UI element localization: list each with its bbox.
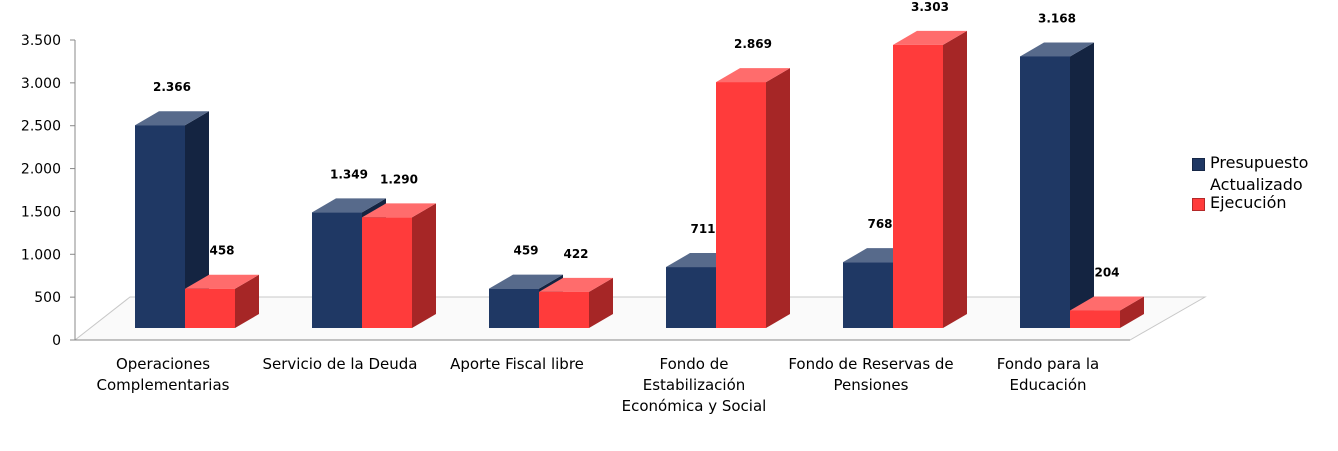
y-tick-label: 2.000 — [21, 162, 61, 178]
bar-front — [312, 212, 362, 328]
y-tick-label: 1.000 — [21, 247, 61, 263]
bar-front — [666, 267, 716, 328]
bar-side — [412, 203, 436, 328]
y-tick-label: 2.500 — [21, 119, 61, 135]
bar-top — [362, 203, 436, 218]
bar-top — [135, 111, 209, 126]
value-label: 459 — [513, 244, 538, 258]
y-tick-label: 3.000 — [21, 76, 61, 92]
legend-label: Presupuesto Actualizado — [1210, 153, 1309, 194]
bar-top — [539, 277, 613, 292]
bar-side — [235, 274, 259, 328]
x-tick-label: Operaciones Complementarias — [96, 355, 230, 394]
bar — [893, 30, 967, 329]
bar — [185, 274, 259, 328]
bar-side — [185, 111, 209, 328]
y-tick-label: 3.500 — [21, 33, 61, 49]
bar-top — [893, 30, 967, 45]
bar-top — [1020, 42, 1094, 57]
value-label: 3.303 — [911, 0, 949, 14]
bar-front — [716, 82, 766, 328]
x-tick-label: Fondo de Reservas de Pensiones — [788, 355, 954, 394]
bar-top — [1070, 296, 1144, 311]
bar-front — [539, 291, 589, 328]
bar-front — [362, 217, 412, 328]
bar — [1020, 42, 1094, 328]
x-tick-label: Fondo de Estabilización Económica y Soci… — [621, 355, 767, 415]
bar-side — [1120, 296, 1144, 328]
value-label: 711 — [690, 222, 715, 236]
value-label: 768 — [867, 217, 892, 231]
bar-front — [185, 288, 235, 328]
value-label: 1.349 — [330, 167, 368, 181]
bar-front — [1070, 310, 1120, 328]
value-label: 2.869 — [734, 37, 772, 51]
legend-label: Ejecución — [1210, 193, 1287, 212]
bar — [1070, 296, 1144, 328]
value-label: 422 — [563, 247, 588, 261]
bar-top — [716, 68, 790, 83]
bar-side — [766, 68, 790, 328]
bar — [362, 203, 436, 328]
bar-side — [943, 30, 967, 329]
legend-swatch — [1192, 158, 1205, 171]
bar-front — [893, 44, 943, 329]
x-tick-label: Fondo para la Educación — [996, 355, 1100, 394]
y-tick-label: 1.500 — [21, 204, 61, 220]
value-label: 204 — [1094, 266, 1119, 280]
bar-top — [489, 274, 563, 289]
legend-swatch — [1192, 198, 1205, 211]
x-tick-label: Aporte Fiscal libre — [450, 355, 584, 373]
bar-side — [1070, 42, 1094, 328]
bar-top — [185, 274, 259, 289]
bar-front — [1020, 56, 1070, 328]
bar-front — [843, 262, 893, 328]
bar — [539, 277, 613, 328]
bar-front — [489, 288, 539, 328]
bar-top — [312, 198, 386, 213]
bar-front — [135, 125, 185, 328]
bar — [716, 68, 790, 328]
x-tick-label: Servicio de la Deuda — [262, 355, 418, 373]
y-tick-label: 0 — [52, 333, 61, 349]
value-label: 2.366 — [153, 80, 191, 94]
bar-side — [589, 277, 613, 328]
value-label: 1.290 — [380, 172, 418, 186]
y-tick-label: 500 — [34, 290, 61, 306]
bar — [135, 111, 209, 328]
value-label: 458 — [209, 244, 234, 258]
value-label: 3.168 — [1038, 11, 1076, 25]
